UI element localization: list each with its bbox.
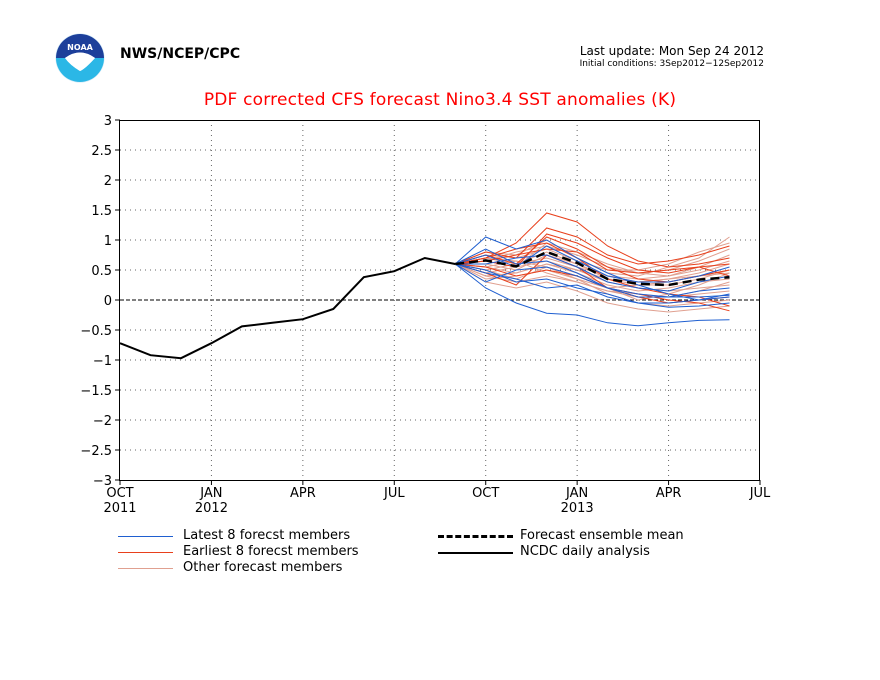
legend-swatch-latest <box>118 536 173 537</box>
grid <box>120 120 760 480</box>
y-tick-label: 3 <box>104 114 112 129</box>
x-tick-label: JUL <box>383 486 405 501</box>
noaa-logo: NOAA <box>55 33 105 87</box>
agency-label: NWS/NCEP/CPC <box>120 46 241 62</box>
ncdc-series <box>119 256 456 360</box>
latest-member-line <box>455 245 730 283</box>
earliest-member-line <box>455 212 730 268</box>
y-tick-label: 0.5 <box>91 264 112 279</box>
chart-title: PDF corrected CFS forecast Nino3.4 SST a… <box>203 90 677 110</box>
y-tick-label: −3 <box>93 474 112 489</box>
legend-label-earliest: Earliest 8 forecst members <box>183 544 359 559</box>
last-update: Last update: Mon Sep 24 2012 <box>579 44 764 58</box>
legend-swatch-earliest <box>118 552 173 553</box>
initial-conditions: Initial conditions: 3Sep2012−12Sep2012 <box>579 59 764 69</box>
y-tick-label: 1 <box>104 234 112 249</box>
noaa-logo-text: NOAA <box>67 43 93 52</box>
y-tick-label: −1 <box>93 354 112 369</box>
y-tick-label: 1.5 <box>91 204 112 219</box>
x-tick-year: 2012 <box>195 501 228 516</box>
y-tick-label: −1.5 <box>80 384 112 399</box>
x-tick-year: 2011 <box>103 501 136 516</box>
latest-member-line <box>454 248 730 298</box>
x-tick-label: OCT <box>472 486 499 501</box>
x-tick-label: JUL <box>749 486 771 501</box>
x-tick-year: 2013 <box>561 501 594 516</box>
latest-members <box>454 236 730 327</box>
x-tick-label: JAN <box>565 486 588 501</box>
legend-label-ncdc: NCDC daily analysis <box>520 544 650 559</box>
y-tick-label: −2.5 <box>80 444 112 459</box>
ensemble-mean-line <box>455 250 730 287</box>
y-tick-label: 2.5 <box>91 144 112 159</box>
y-tick-label: −0.5 <box>80 324 112 339</box>
earliest-member-line <box>455 248 730 277</box>
y-tick-label: 0 <box>104 294 112 309</box>
legend-swatch-other <box>118 568 173 569</box>
latest-member-line <box>454 263 730 327</box>
mean-series <box>455 250 730 287</box>
y-tick-label: −2 <box>93 414 112 429</box>
y-axis: 3 2.5 2 1.5 1 0.5 0 −0.5 −1 −1.5 −2 −2.5 −3 <box>80 114 120 489</box>
earliest-member-line <box>455 227 730 265</box>
legend-swatch-ncdc <box>438 552 513 554</box>
legend-label-latest: Latest 8 forecst members <box>183 528 351 543</box>
x-tick-label: APR <box>656 486 682 501</box>
other-member-line <box>454 263 730 313</box>
legend-label-mean: Forecast ensemble mean <box>520 528 684 543</box>
latest-member-line <box>455 263 730 304</box>
legend-swatch-mean <box>438 535 513 538</box>
ncdc-line <box>119 256 456 360</box>
legend-label-other: Other forecast members <box>183 560 343 575</box>
x-tick-label: OCT <box>106 486 133 501</box>
x-tick-label: JAN <box>199 486 222 501</box>
x-tick-label: APR <box>290 486 316 501</box>
y-tick-label: 2 <box>104 174 112 189</box>
